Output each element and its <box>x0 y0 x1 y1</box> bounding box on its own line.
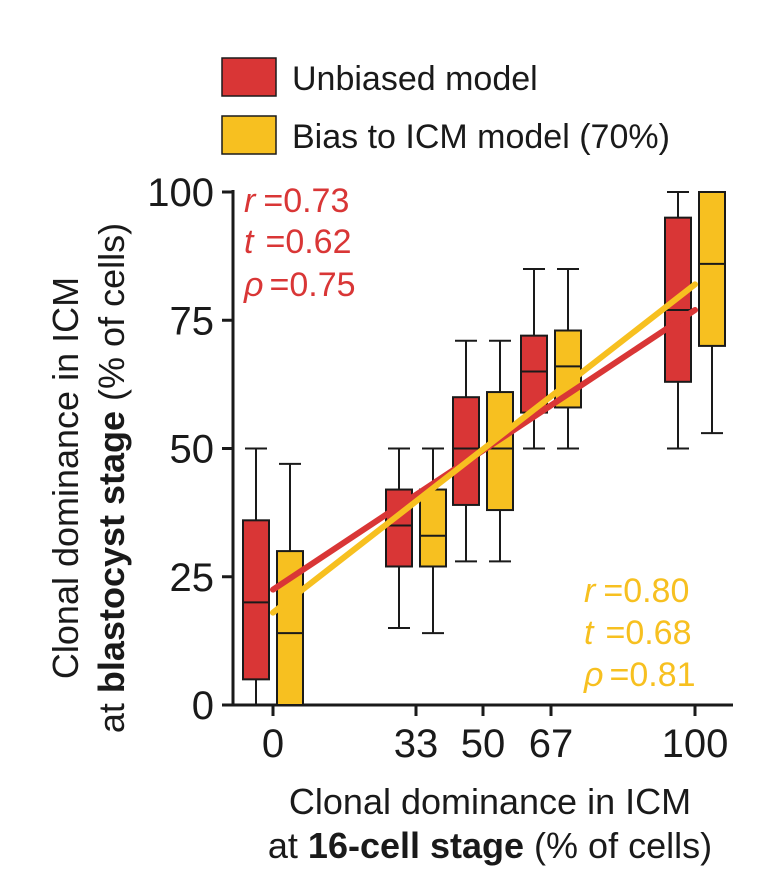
stat-r-value-biased: 0.80 <box>623 572 689 610</box>
stat-r-symbol-unbiased: r <box>244 182 257 220</box>
fit-line-layer <box>270 281 698 616</box>
x-axis-title-suffix: (% of cells) <box>524 825 712 866</box>
stat-r-eq-unbiased: = <box>263 182 283 220</box>
stat-r-unbiased: r =0.73 <box>244 182 349 220</box>
legend-label-biased: Bias to ICM model (70%) <box>292 118 670 156</box>
box-biased-50 <box>486 339 514 563</box>
y-tick-label: 75 <box>170 299 215 343</box>
stat-t-biased: t =0.68 <box>584 614 692 652</box>
stat-t-symbol-unbiased: t <box>244 223 255 261</box>
x-tick-label: 50 <box>461 722 506 766</box>
x-axis-title-line1: Clonal dominance in ICM <box>289 781 691 822</box>
y-axis-title-prefix: at <box>91 693 132 733</box>
stat-r-symbol-biased: r <box>584 572 597 610</box>
box-biased-100 <box>698 191 726 435</box>
box-unbiased-0 <box>242 447 270 706</box>
stat-rho-value-unbiased: 0.75 <box>289 266 355 304</box>
x-axis-title-prefix: at <box>268 825 308 866</box>
box-biased-67 <box>554 267 582 450</box>
box-iqr <box>419 488 447 568</box>
legend-swatch-unbiased <box>221 57 277 97</box>
stat-rho-unbiased: ρ =0.75 <box>243 266 356 304</box>
fit-line-biased <box>270 281 698 616</box>
y-tick-label: 25 <box>170 556 215 600</box>
stat-rho-value-biased: 0.81 <box>629 656 695 694</box>
box-iqr <box>452 396 480 506</box>
box-unbiased-50 <box>452 339 480 563</box>
stat-t-value-unbiased: 0.62 <box>285 223 351 261</box>
stat-rho-eq-biased: = <box>609 656 629 694</box>
stat-t-eq-biased: = <box>605 614 625 652</box>
x-axis-title-line2: at 16-cell stage (% of cells) <box>268 825 712 866</box>
y-axis-title-line2: at blastocyst stage (% of cells) <box>91 223 132 733</box>
legend: Unbiased model Bias to ICM model (70%) <box>221 57 670 156</box>
y-axis-title-bold: blastocyst stage <box>91 411 132 693</box>
y-axis-title-line1: Clonal dominance in ICM <box>45 277 86 679</box>
box-iqr <box>698 191 726 347</box>
stat-r-value-unbiased: 0.73 <box>283 182 349 220</box>
stat-rho-biased: ρ =0.81 <box>583 656 696 694</box>
stat-t-eq-unbiased: = <box>265 223 285 261</box>
box-unbiased-33 <box>385 447 413 630</box>
stat-r-eq-biased: = <box>603 572 623 610</box>
y-tick-label: 0 <box>192 684 214 728</box>
box-iqr <box>486 391 514 512</box>
box-iqr <box>242 519 270 681</box>
legend-swatch-biased <box>221 115 277 155</box>
stat-rho-symbol-unbiased: ρ <box>243 266 263 304</box>
x-ticks: 0 33 50 67 100 <box>262 705 729 766</box>
y-tick-label: 100 <box>147 171 214 215</box>
x-tick-label: 33 <box>394 722 439 766</box>
y-tick-label: 50 <box>170 428 215 472</box>
x-tick-label: 0 <box>262 722 284 766</box>
stat-rho-symbol-biased: ρ <box>583 656 603 694</box>
stat-t-unbiased: t =0.62 <box>244 223 352 261</box>
box-biased-33 <box>419 447 447 635</box>
x-axis-title-bold: 16-cell stage <box>308 825 524 866</box>
x-tick-label: 67 <box>529 722 574 766</box>
stat-r-biased: r =0.80 <box>584 572 689 610</box>
stat-t-value-biased: 0.68 <box>625 614 691 652</box>
y-axis-title: Clonal dominance in ICM at blastocyst st… <box>45 223 132 733</box>
y-ticks: 0 25 50 75 100 <box>147 171 233 728</box>
stat-rho-eq-unbiased: = <box>269 266 289 304</box>
stat-t-symbol-biased: t <box>584 614 595 652</box>
stats-unbiased: r =0.73 t =0.62 ρ =0.75 <box>243 182 356 304</box>
y-axis-title-suffix: (% of cells) <box>91 223 132 411</box>
stats-biased: r =0.80 t =0.68 ρ =0.81 <box>583 572 696 694</box>
x-tick-label: 100 <box>662 722 729 766</box>
legend-label-unbiased: Unbiased model <box>292 60 538 98</box>
